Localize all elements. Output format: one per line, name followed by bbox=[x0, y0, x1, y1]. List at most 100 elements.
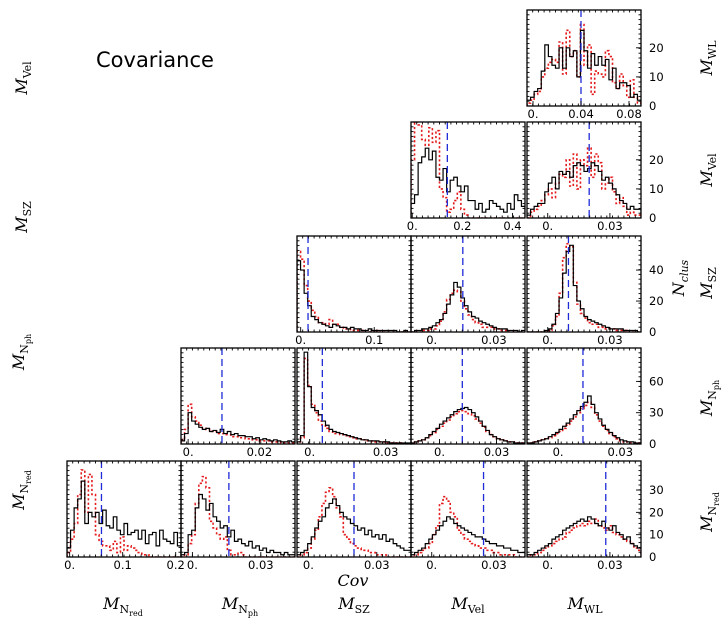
histogram-black-series bbox=[411, 147, 525, 218]
panel-frame bbox=[526, 347, 642, 445]
x-tick-label: 0.03 bbox=[481, 333, 507, 347]
x-tick-label: 0.4 bbox=[503, 219, 521, 233]
left-row-label: MVel bbox=[12, 61, 34, 96]
histogram-red-series bbox=[67, 469, 181, 557]
x-tick-label: 0.2 bbox=[453, 219, 471, 233]
left-row-label: MSZ bbox=[12, 201, 34, 234]
histogram-black-series bbox=[527, 516, 641, 557]
panel-1-3: 0. 0.2 0.4 bbox=[407, 121, 526, 233]
x-tick-label: 0. bbox=[426, 333, 437, 347]
panel-frame bbox=[410, 121, 526, 219]
x-tick-label: 0.03 bbox=[373, 445, 399, 459]
x-tick-label: 0. bbox=[434, 445, 445, 459]
histogram-red-series bbox=[181, 475, 295, 557]
y-tick-label: 0 bbox=[649, 325, 656, 339]
x-tick-label: 0.08 bbox=[616, 107, 642, 121]
y-tick-label: 20 bbox=[649, 41, 664, 55]
histogram-black-series bbox=[297, 260, 411, 332]
x-tick-label: 0. bbox=[295, 333, 306, 347]
left-row-labels: MVel MSZ MNph MNred bbox=[9, 61, 34, 511]
histogram-red-series bbox=[527, 401, 641, 444]
x-tick-label: 0.1 bbox=[365, 333, 383, 347]
histogram-black-series bbox=[411, 281, 525, 332]
x-tick-label: 0.03 bbox=[481, 558, 507, 572]
panel-4-2: 0. 0.03 bbox=[296, 460, 412, 572]
x-tick-label: 0. bbox=[426, 558, 437, 572]
x-tick-label: 0. bbox=[183, 445, 194, 459]
panel-1-4: 0. 0.03 0 10 20 bbox=[526, 121, 664, 233]
x-tick-label: 0.03 bbox=[484, 445, 510, 459]
panel-frame bbox=[410, 460, 526, 558]
y-tick-label: 0 bbox=[649, 437, 656, 451]
x-tick-label: 0.04 bbox=[568, 107, 594, 121]
histogram-red-series bbox=[527, 242, 641, 332]
panel-4-3: 0. 0.03 bbox=[410, 460, 526, 572]
panel-2-4: 0. 0.03 0 20 40 bbox=[526, 235, 664, 347]
y-tick-label: 10 bbox=[649, 70, 664, 84]
column-label: MVel bbox=[450, 594, 485, 616]
panel-frame bbox=[410, 235, 526, 333]
panel-3-3: 0. 0.03 bbox=[410, 347, 526, 459]
panel-4-0: 0. 0.1 0.2 bbox=[64, 460, 185, 572]
y-tick-label: 30 bbox=[649, 406, 664, 420]
histogram-red-series bbox=[411, 122, 525, 218]
right-row-labels: MWL MVel MSZ MNph MNred bbox=[697, 40, 721, 533]
histogram-red-series bbox=[297, 486, 411, 557]
x-tick-label: 0.02 bbox=[247, 445, 273, 459]
panel-3-1: 0. 0.02 bbox=[180, 347, 296, 459]
panel-4-1: 0. 0.03 bbox=[180, 460, 296, 572]
panel-frame bbox=[526, 9, 642, 107]
right-row-label: MWL bbox=[697, 40, 719, 77]
x-tick-label: 0.03 bbox=[597, 219, 623, 233]
right-row-label: MSZ bbox=[697, 267, 719, 300]
x-tick-label: 0. bbox=[553, 445, 564, 459]
panel-frame bbox=[526, 121, 642, 219]
right-row-label: MNred bbox=[697, 492, 721, 533]
panel-frame bbox=[296, 347, 412, 445]
x-tick-label: 0.03 bbox=[597, 558, 623, 572]
x-tick-label: 0. bbox=[407, 219, 418, 233]
histogram-red-series bbox=[527, 147, 641, 218]
y-tick-label: 0 bbox=[649, 99, 656, 113]
x-tick-label: 0. bbox=[528, 107, 539, 121]
column-label: MSZ bbox=[337, 594, 370, 616]
histogram-black-series bbox=[411, 406, 525, 444]
panel-frame bbox=[526, 460, 642, 558]
y-tick-label: 20 bbox=[649, 294, 664, 308]
x-tick-label: 0.03 bbox=[597, 333, 623, 347]
column-label: MNph bbox=[221, 594, 258, 618]
x-tick-label: 0.03 bbox=[364, 558, 390, 572]
x-tick-label: 0. bbox=[542, 219, 553, 233]
histogram-black-series bbox=[181, 412, 295, 444]
x-tick-label: 0.03 bbox=[607, 445, 633, 459]
y-tick-label: 0 bbox=[649, 550, 656, 564]
x-tick-label: 0. bbox=[303, 558, 314, 572]
left-row-label: MNred bbox=[9, 470, 33, 511]
y-tick-label: 20 bbox=[649, 153, 664, 167]
bottom-column-labels: MNred MNph MSZ MVel MWL bbox=[102, 594, 603, 618]
panel-frame bbox=[410, 347, 526, 445]
column-label: MNred bbox=[102, 594, 143, 618]
x-tick-label: 0. bbox=[542, 333, 553, 347]
panel-frame bbox=[526, 235, 642, 333]
y-tick-label: 0 bbox=[649, 211, 656, 225]
y-tick-label: 20 bbox=[649, 505, 664, 519]
panel-2-2: 0. 0.1 bbox=[295, 235, 412, 347]
figure-title: Covariance bbox=[96, 48, 214, 72]
histogram-red-series bbox=[527, 518, 641, 557]
panel-3-2: 0. 0.03 bbox=[296, 347, 412, 459]
x-tick-label: 0. bbox=[187, 558, 198, 572]
histogram-black-series bbox=[411, 516, 525, 557]
y-tick-label: 40 bbox=[649, 263, 664, 277]
left-row-label: MNph bbox=[9, 334, 33, 371]
panel-frame bbox=[180, 347, 296, 445]
histogram-red-series bbox=[297, 250, 411, 332]
x-tick-label: 0.2 bbox=[167, 558, 185, 572]
panel-2-3: 0. 0.03 bbox=[410, 235, 526, 347]
histogram-black-series bbox=[181, 493, 295, 557]
panel-3-4: 0. 0.03 0 30 60 bbox=[526, 347, 664, 459]
panel-4-4: 0. 0.03 0 10 20 30 bbox=[526, 460, 664, 572]
right-row-label: MNph bbox=[697, 380, 721, 417]
